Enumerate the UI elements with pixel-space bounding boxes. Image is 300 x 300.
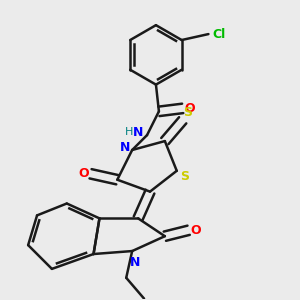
Text: S: S (180, 170, 189, 183)
Text: Cl: Cl (212, 28, 225, 40)
Text: N: N (133, 126, 143, 139)
Text: N: N (130, 256, 140, 268)
Text: N: N (119, 140, 130, 154)
Text: S: S (184, 106, 193, 119)
Text: O: O (184, 102, 195, 115)
Text: O: O (78, 167, 89, 180)
Text: H: H (125, 127, 134, 137)
Text: O: O (190, 224, 201, 237)
